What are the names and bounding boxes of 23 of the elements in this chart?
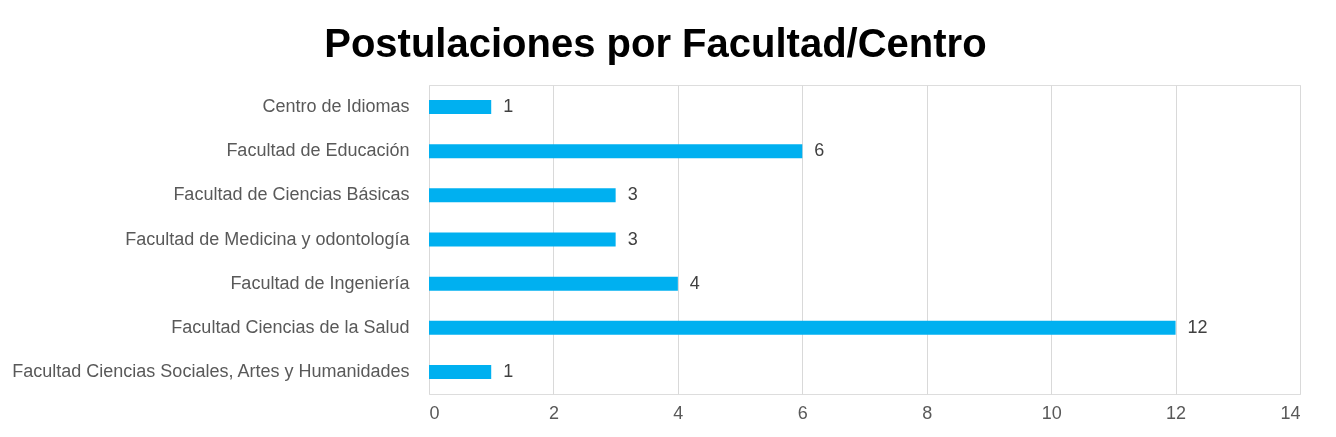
y-tick-label: Facultad de Medicina y odontología	[125, 228, 411, 249]
y-tick-label: Facultad de Educación	[226, 140, 410, 161]
y-tick-label: Facultad de Ciencias Básicas	[173, 184, 410, 205]
x-tick-label: 4	[673, 402, 684, 423]
x-tick-label: 12	[1166, 402, 1187, 423]
data-label: 3	[627, 228, 638, 249]
data-label: 6	[814, 140, 825, 161]
x-tick-label: 0	[429, 402, 440, 423]
y-tick-label: Centro de Idiomas	[262, 96, 410, 117]
data-label: 1	[503, 360, 514, 381]
x-tick-label: 14	[1280, 402, 1301, 423]
y-tick-label: Facultad Ciencias de la Salud	[171, 316, 410, 337]
data-label: 1	[503, 96, 514, 117]
x-tick-label: 10	[1041, 402, 1062, 423]
y-tick-label: Facultad de Ingeniería	[230, 272, 411, 293]
chart-title: Postulaciones por Facultad/Centro	[324, 21, 987, 65]
x-tick-label: 8	[922, 402, 933, 423]
x-tick-label: 2	[548, 402, 559, 423]
data-label: 12	[1187, 316, 1208, 337]
y-tick-label: Facultad Ciencias Sociales, Artes y Humanidades	[12, 360, 410, 381]
data-label: 4	[689, 272, 700, 293]
data-label: 3	[627, 184, 638, 205]
x-tick-label: 6	[797, 402, 808, 423]
